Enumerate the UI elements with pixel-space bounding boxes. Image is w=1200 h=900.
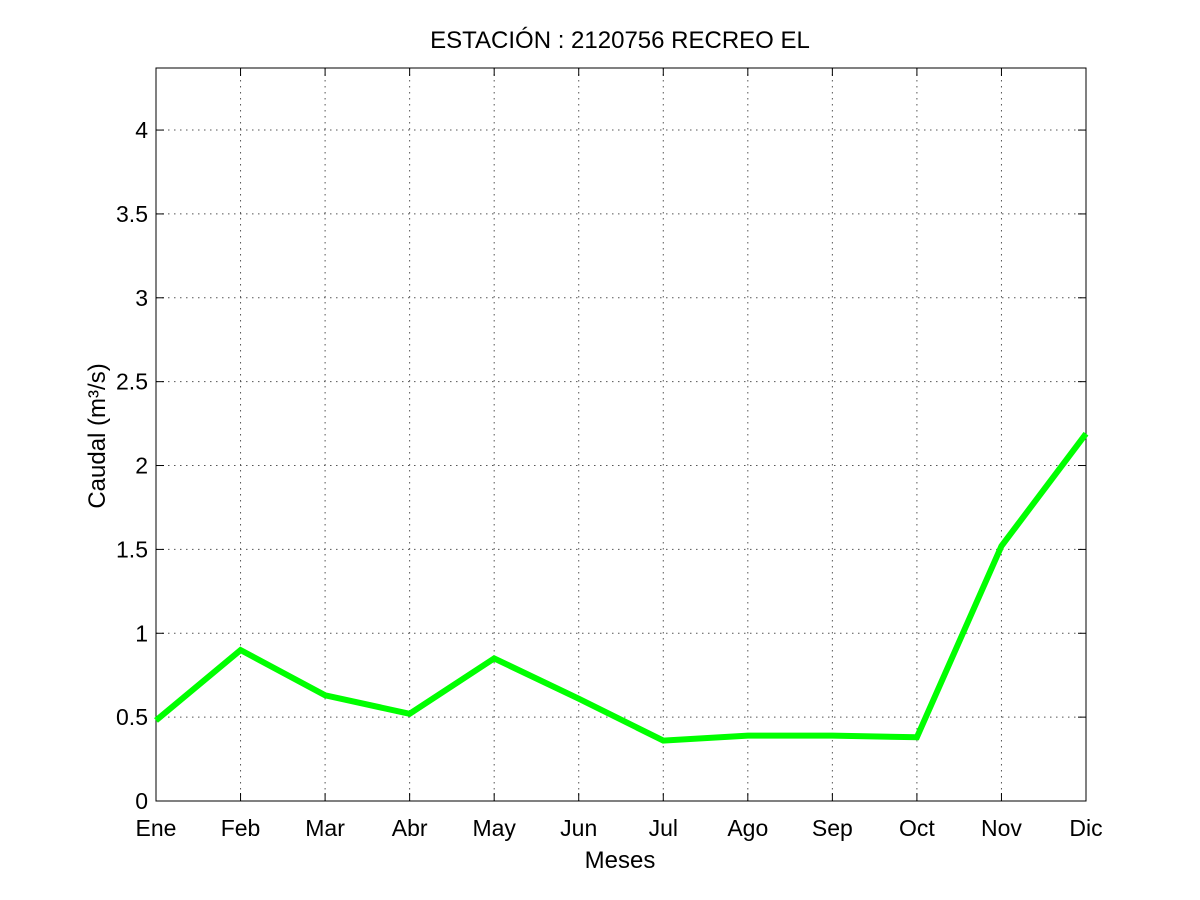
x-tick-label: Mar <box>305 815 345 841</box>
x-axis-label: Meses <box>585 847 656 874</box>
y-tick-label: 3.5 <box>116 201 148 227</box>
x-tick-label: Jun <box>560 815 597 841</box>
y-tick-labels: 0 0.5 1 1.5 2 2.5 3 3.5 4 <box>116 117 148 814</box>
x-tick-label: Abr <box>392 815 428 841</box>
y-tick-label: 1 <box>135 620 148 646</box>
y-tick-label: 2 <box>135 453 148 479</box>
y-tick-label: 0.5 <box>116 704 148 730</box>
series-layer <box>154 431 1089 744</box>
x-tick-label: Feb <box>221 815 261 841</box>
x-tick-label: Oct <box>899 815 935 841</box>
series-line <box>154 431 1089 744</box>
tick-marks <box>155 68 1087 802</box>
x-tick-label: May <box>472 815 516 841</box>
x-tick-label: Dic <box>1069 815 1102 841</box>
x-tick-label: Ene <box>136 815 177 841</box>
x-tick-label: Nov <box>981 815 1022 841</box>
y-tick-label: 3 <box>135 285 148 311</box>
chart-title: ESTACIÓN : 2120756 RECREO EL <box>430 27 810 54</box>
grid <box>156 68 1086 801</box>
y-axis-label: Caudal (m³/s) <box>84 363 111 508</box>
x-tick-labels: Ene Feb Mar Abr May Jun Jul Ago Sep Oct Nov Dic <box>136 815 1103 841</box>
x-tick-label: Ago <box>727 815 768 841</box>
y-tick-label: 2.5 <box>116 369 148 395</box>
x-tick-label: Jul <box>649 815 678 841</box>
y-tick-label: 0 <box>135 788 148 814</box>
y-tick-label: 4 <box>135 117 148 143</box>
y-tick-label: 1.5 <box>116 536 148 562</box>
x-tick-label: Sep <box>812 815 853 841</box>
